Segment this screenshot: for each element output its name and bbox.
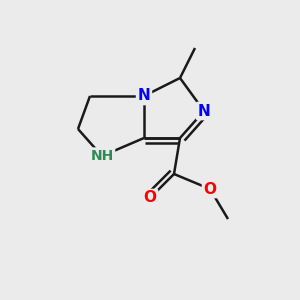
Text: O: O (203, 182, 217, 196)
Text: NH: NH (90, 149, 114, 163)
Text: N: N (138, 88, 150, 104)
Text: O: O (143, 190, 157, 206)
Text: N: N (198, 103, 210, 118)
